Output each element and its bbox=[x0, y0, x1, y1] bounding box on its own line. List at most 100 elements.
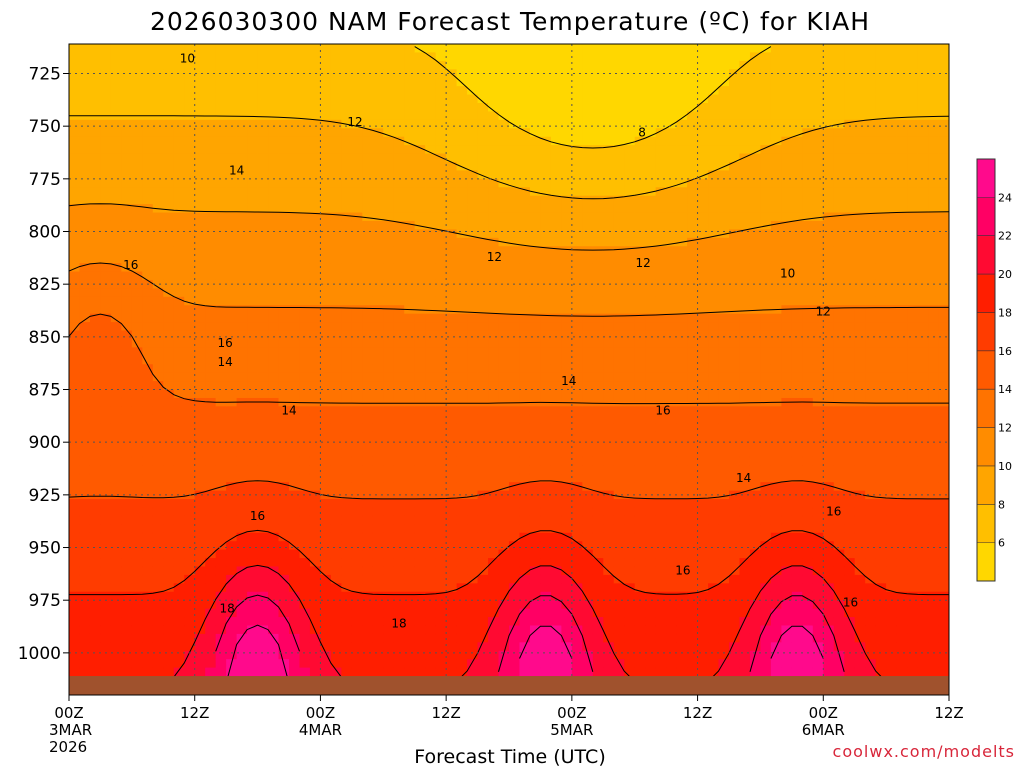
temperature-cell bbox=[247, 625, 259, 635]
temperature-cell bbox=[289, 288, 301, 298]
temperature-cell bbox=[425, 583, 437, 593]
temperature-cell bbox=[163, 355, 175, 365]
temperature-cell bbox=[645, 591, 657, 601]
temperature-cell bbox=[69, 288, 81, 298]
temperature-cell bbox=[697, 659, 709, 669]
temperature-cell bbox=[341, 633, 353, 643]
temperature-cell bbox=[299, 642, 311, 652]
temperature-cell bbox=[163, 499, 175, 509]
temperature-cell bbox=[268, 423, 280, 433]
temperature-cell bbox=[184, 566, 196, 576]
temperature-cell bbox=[603, 204, 615, 214]
temperature-cell bbox=[655, 77, 667, 87]
temperature-cell bbox=[498, 440, 510, 450]
temperature-cell bbox=[236, 254, 248, 264]
temperature-cell bbox=[299, 220, 311, 230]
temperature-cell bbox=[529, 583, 542, 593]
temperature-cell bbox=[456, 305, 468, 315]
temperature-cell bbox=[687, 69, 699, 79]
temperature-cell bbox=[509, 549, 521, 559]
temperature-cell bbox=[676, 558, 688, 568]
temperature-cell bbox=[435, 161, 447, 172]
temperature-cell bbox=[571, 549, 583, 559]
temperature-cell bbox=[257, 423, 269, 433]
temperature-cell bbox=[257, 44, 269, 54]
temperature-cell bbox=[173, 574, 185, 584]
temperature-cell bbox=[456, 524, 468, 534]
temperature-cell bbox=[529, 364, 542, 374]
temperature-cell bbox=[529, 279, 542, 289]
temperature-cell bbox=[456, 667, 468, 677]
temperature-cell bbox=[268, 220, 280, 230]
temperature-cell bbox=[404, 473, 416, 483]
temperature-cell bbox=[383, 633, 395, 643]
temperature-cell bbox=[456, 136, 468, 146]
temperature-cell bbox=[613, 448, 625, 458]
temperature-cell bbox=[194, 128, 206, 138]
temperature-cell bbox=[519, 532, 531, 542]
temperature-cell bbox=[687, 381, 699, 391]
temperature-cell bbox=[645, 448, 657, 458]
temperature-cell bbox=[435, 473, 447, 483]
temperature-cell bbox=[467, 187, 479, 197]
temperature-cell bbox=[634, 364, 646, 374]
temperature-cell bbox=[498, 381, 510, 391]
temperature-cell bbox=[226, 591, 238, 601]
temperature-cell bbox=[488, 381, 500, 391]
temperature-cell bbox=[278, 364, 290, 374]
temperature-cell bbox=[687, 347, 699, 357]
temperature-cell bbox=[121, 389, 133, 399]
temperature-cell bbox=[708, 119, 720, 129]
temperature-cell bbox=[488, 322, 500, 332]
temperature-cell bbox=[498, 86, 510, 96]
temperature-cell bbox=[79, 347, 91, 357]
temperature-cell bbox=[142, 77, 154, 87]
temperature-cell bbox=[110, 60, 122, 70]
temperature-cell bbox=[121, 566, 133, 576]
temperature-cell bbox=[383, 515, 395, 525]
temperature-cell bbox=[697, 532, 709, 542]
temperature-cell bbox=[592, 406, 604, 416]
temperature-cell bbox=[582, 625, 594, 635]
temperature-cell bbox=[194, 279, 206, 289]
temperature-cell bbox=[425, 347, 437, 357]
temperature-cell bbox=[550, 271, 562, 281]
temperature-cell bbox=[278, 161, 290, 172]
temperature-cell bbox=[278, 600, 290, 610]
temperature-cell bbox=[509, 448, 521, 458]
temperature-cell bbox=[519, 52, 531, 62]
temperature-cell bbox=[299, 271, 311, 281]
temperature-cell bbox=[414, 145, 426, 155]
temperature-cell bbox=[561, 667, 573, 677]
temperature-cell bbox=[226, 170, 238, 180]
temperature-cell bbox=[561, 44, 573, 54]
temperature-cell bbox=[624, 161, 636, 172]
temperature-cell bbox=[592, 102, 604, 113]
temperature-cell bbox=[69, 77, 81, 87]
temperature-cell bbox=[289, 220, 301, 230]
temperature-cell bbox=[362, 414, 374, 424]
temperature-cell bbox=[184, 423, 196, 433]
temperature-cell bbox=[69, 566, 81, 576]
temperature-cell bbox=[309, 642, 322, 652]
temperature-cell bbox=[152, 69, 164, 79]
temperature-cell bbox=[425, 625, 437, 635]
temperature-cell bbox=[131, 347, 143, 357]
temperature-cell bbox=[205, 338, 217, 348]
temperature-cell bbox=[236, 448, 248, 458]
temperature-cell bbox=[613, 507, 625, 517]
temperature-cell bbox=[446, 659, 458, 669]
temperature-cell bbox=[498, 633, 510, 643]
temperature-cell bbox=[414, 237, 426, 247]
temperature-cell bbox=[498, 220, 510, 230]
temperature-cell bbox=[194, 600, 206, 610]
temperature-cell bbox=[79, 60, 91, 70]
temperature-cell bbox=[645, 490, 657, 500]
temperature-cell bbox=[247, 566, 259, 576]
temperature-cell bbox=[571, 633, 583, 643]
temperature-cell bbox=[173, 448, 185, 458]
temperature-cell bbox=[173, 541, 185, 551]
temperature-cell bbox=[383, 60, 395, 70]
temperature-cell bbox=[278, 440, 290, 450]
temperature-cell bbox=[393, 659, 405, 669]
